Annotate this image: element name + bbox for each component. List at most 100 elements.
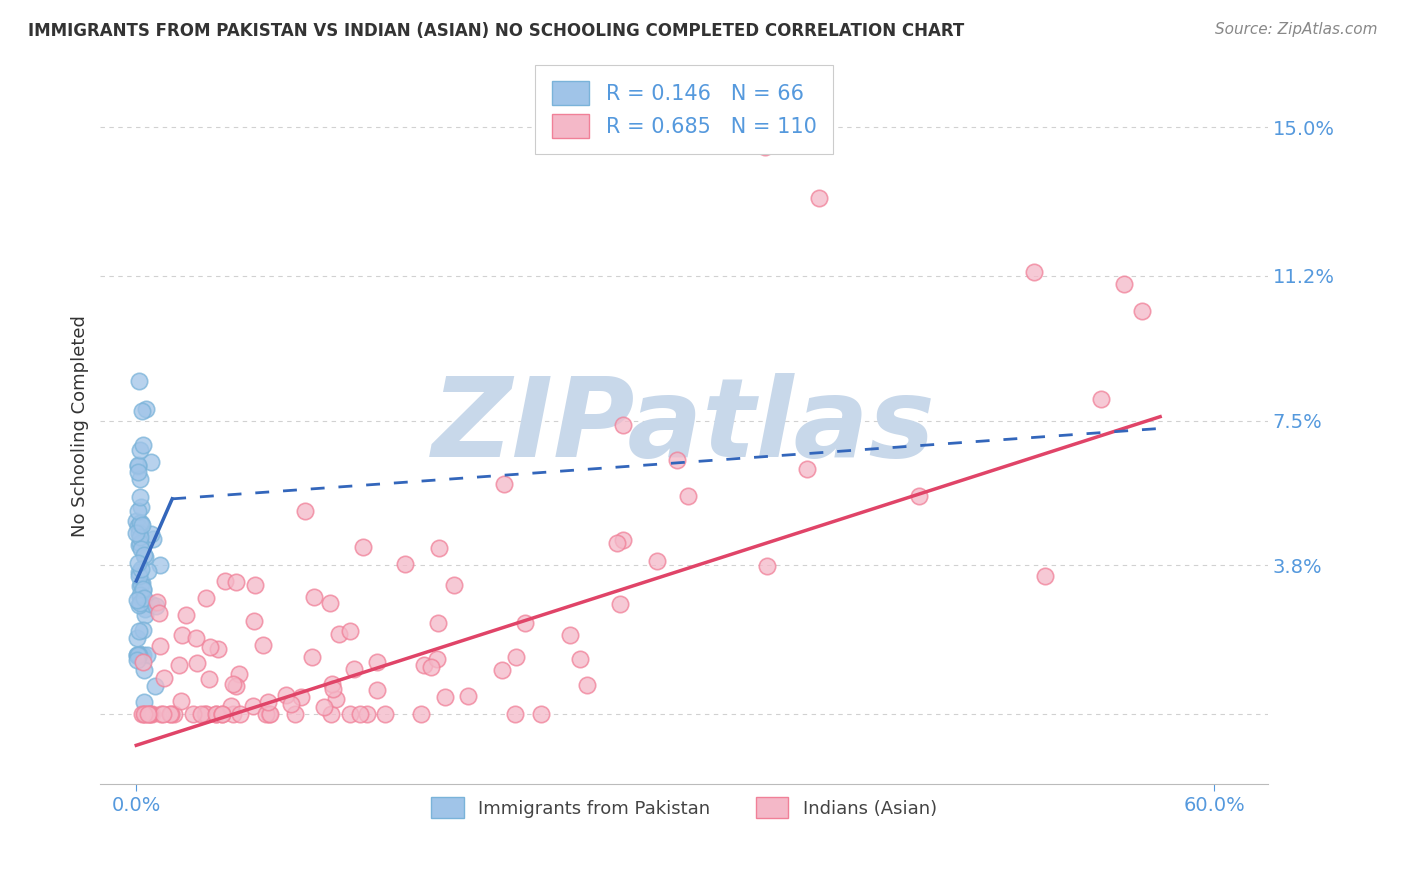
Point <box>184 631 207 645</box>
Point <box>149 706 172 721</box>
Point <box>148 606 170 620</box>
Point <box>328 626 350 640</box>
Point <box>755 558 778 573</box>
Point <box>1090 392 1112 406</box>
Point <box>443 578 465 592</box>
Point <box>503 706 526 721</box>
Point <box>138 706 160 721</box>
Point <box>276 688 298 702</box>
Point <box>198 672 221 686</box>
Point <box>214 574 236 588</box>
Point <box>169 657 191 672</box>
Point <box>228 666 250 681</box>
Point <box>125 653 148 667</box>
Point <box>131 576 153 591</box>
Point <box>457 690 479 704</box>
Point <box>132 623 155 637</box>
Point <box>127 648 149 663</box>
Point <box>505 650 527 665</box>
Point <box>129 516 152 531</box>
Point <box>134 549 156 564</box>
Point <box>491 663 513 677</box>
Point <box>419 660 441 674</box>
Point <box>127 631 149 645</box>
Point <box>132 648 155 663</box>
Point <box>132 438 155 452</box>
Point <box>127 465 149 479</box>
Point <box>222 677 245 691</box>
Point <box>754 140 776 154</box>
Point <box>128 648 150 663</box>
Point <box>128 598 150 612</box>
Point <box>612 533 634 548</box>
Point <box>1033 569 1056 583</box>
Y-axis label: No Schooling Completed: No Schooling Completed <box>72 316 89 537</box>
Point <box>135 648 157 663</box>
Point <box>302 590 325 604</box>
Point <box>136 706 159 721</box>
Point <box>394 557 416 571</box>
Point <box>558 628 581 642</box>
Point <box>163 706 186 721</box>
Point <box>131 517 153 532</box>
Point <box>153 672 176 686</box>
Point <box>301 649 323 664</box>
Point <box>606 536 628 550</box>
Point <box>142 532 165 546</box>
Point <box>129 516 152 530</box>
Point <box>645 554 668 568</box>
Point <box>129 648 152 663</box>
Point <box>125 648 148 663</box>
Text: Source: ZipAtlas.com: Source: ZipAtlas.com <box>1215 22 1378 37</box>
Point <box>135 401 157 416</box>
Point <box>257 706 280 721</box>
Point <box>134 602 156 616</box>
Point <box>141 455 163 469</box>
Point <box>343 662 366 676</box>
Point <box>374 706 396 721</box>
Point <box>198 640 221 655</box>
Point <box>128 375 150 389</box>
Point <box>127 648 149 663</box>
Point <box>159 706 181 721</box>
Point <box>145 599 167 613</box>
Point <box>128 490 150 504</box>
Point <box>128 530 150 544</box>
Point <box>252 639 274 653</box>
Point <box>222 706 245 721</box>
Point <box>321 706 343 721</box>
Point <box>194 706 217 721</box>
Point <box>325 692 347 706</box>
Point <box>134 607 156 622</box>
Point <box>195 591 218 606</box>
Point <box>129 648 152 663</box>
Point <box>494 477 516 491</box>
Point <box>807 191 830 205</box>
Point <box>129 588 152 602</box>
Point <box>195 706 218 721</box>
Point <box>339 706 361 721</box>
Point <box>321 677 343 691</box>
Point <box>127 556 149 570</box>
Point <box>204 706 226 721</box>
Point <box>676 489 699 503</box>
Point <box>219 698 242 713</box>
Point <box>339 624 361 638</box>
Point <box>225 679 247 693</box>
Point <box>294 504 316 518</box>
Point <box>131 706 153 721</box>
Point <box>356 706 378 721</box>
Point <box>141 597 163 611</box>
Point <box>129 541 152 556</box>
Point <box>149 558 172 572</box>
Point <box>129 577 152 591</box>
Point <box>134 663 156 677</box>
Point <box>1024 265 1046 279</box>
Point <box>125 648 148 663</box>
Point <box>132 655 155 669</box>
Point <box>143 679 166 693</box>
Point <box>132 582 155 597</box>
Point <box>576 678 599 692</box>
Point <box>136 564 159 578</box>
Point <box>186 657 208 671</box>
